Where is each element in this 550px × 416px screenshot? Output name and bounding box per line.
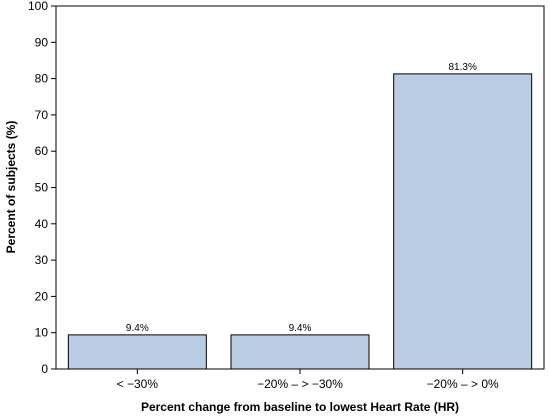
bars: 9.4% 9.4% 81.3% — [67, 62, 533, 370]
y-tick-label: 60 — [35, 144, 49, 158]
y-tick-label: 100 — [28, 0, 48, 13]
y-tick-label: 40 — [35, 217, 49, 231]
y-tick-label: 70 — [35, 108, 49, 122]
bar-data-label: 9.4% — [126, 323, 149, 334]
y-tick-label: 30 — [35, 253, 49, 267]
bar — [230, 334, 370, 370]
bar-data-label: 81.3% — [448, 62, 476, 73]
x-tick-label: −20% – > 0% — [427, 377, 499, 391]
y-tick-label: 0 — [41, 362, 48, 376]
x-tick-label: < −30% — [117, 377, 159, 391]
bar — [393, 73, 533, 370]
bar — [67, 334, 207, 370]
y-tick-label: 90 — [35, 35, 49, 49]
x-axis: < −30% −20% – > −30% −20% – > 0% — [117, 369, 499, 391]
y-tick-label: 10 — [35, 326, 49, 340]
y-tick-label: 80 — [35, 72, 49, 86]
y-tick-label: 50 — [35, 181, 49, 195]
x-axis-title: Percent change from baseline to lowest H… — [141, 400, 459, 414]
y-axis-title: Percent of subjects (%) — [4, 121, 18, 254]
y-tick-label: 20 — [35, 289, 49, 303]
bar-data-label: 9.4% — [289, 323, 312, 334]
x-tick-label: −20% – > −30% — [257, 377, 343, 391]
y-axis: 0 10 20 30 40 50 60 70 80 90 100 — [28, 0, 56, 376]
